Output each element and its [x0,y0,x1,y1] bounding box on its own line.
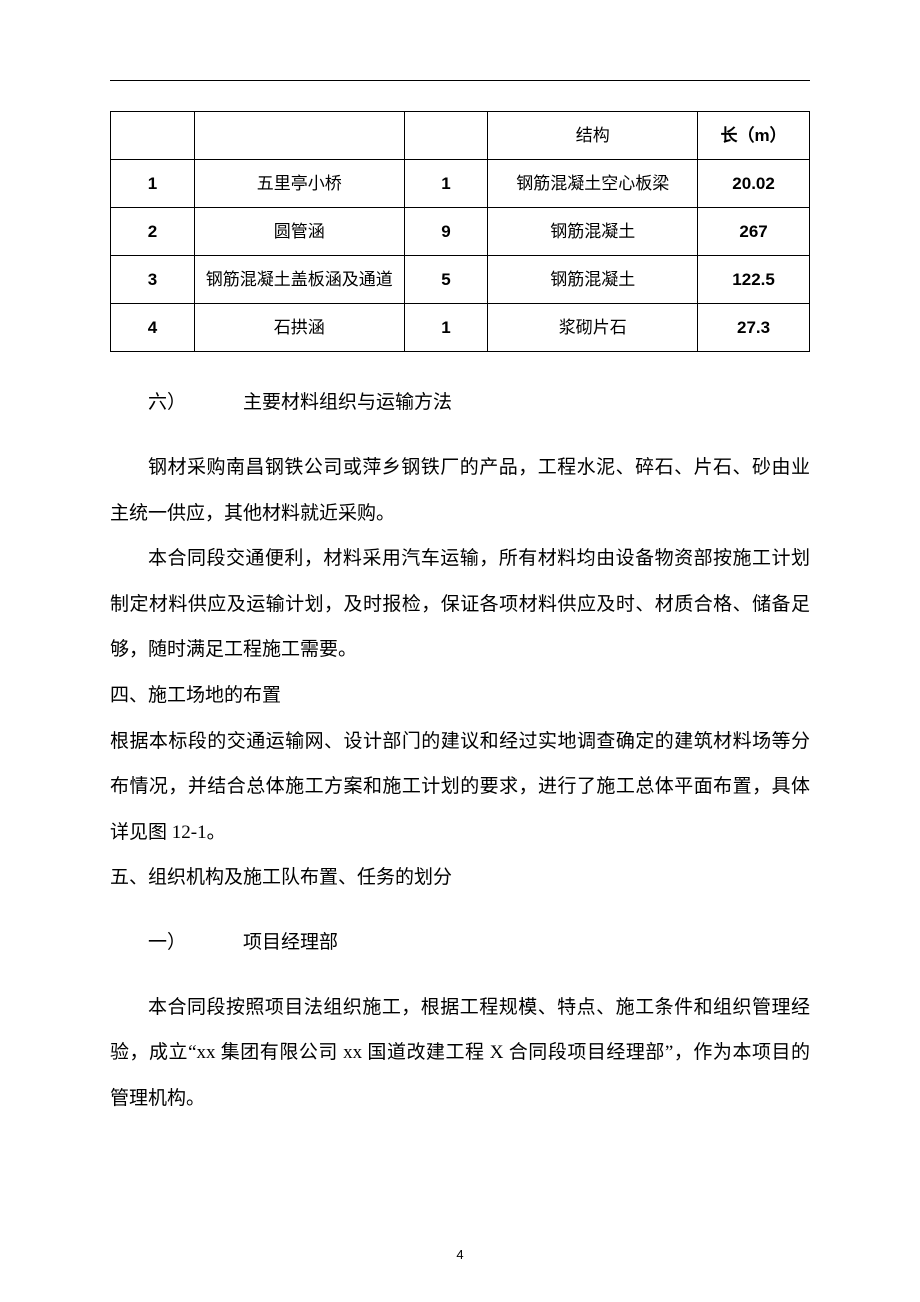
cell-name: 石拱涵 [194,304,404,352]
cell-struct: 浆砌片石 [488,304,698,352]
cell-num: 3 [111,256,195,304]
cell-empty [404,112,488,160]
cell-header-struct: 结构 [488,112,698,160]
cell-num: 4 [111,304,195,352]
subsection-six-label: 六） [148,392,186,413]
cell-name: 钢筋混凝土盖板涵及通道 [194,256,404,304]
subsection-six: 六） 主要材料组织与运输方法 [110,380,810,426]
cell-len: 20.02 [698,160,810,208]
horizontal-rule [110,80,810,81]
cell-qty: 1 [404,304,488,352]
cell-struct: 钢筋混凝土 [488,208,698,256]
structures-table: 结构 长（m） 1 五里亭小桥 1 钢筋混凝土空心板梁 20.02 2 圆管涵 … [110,111,810,352]
cell-len: 267 [698,208,810,256]
cell-struct: 钢筋混凝土 [488,256,698,304]
cell-len: 27.3 [698,304,810,352]
cell-header-len: 长（m） [698,112,810,160]
paragraph: 本合同段交通便利，材料采用汽车运输，所有材料均由设备物资部按施工计划制定材料供应… [110,536,810,673]
cell-struct: 钢筋混凝土空心板梁 [488,160,698,208]
paragraph: 钢材采购南昌钢铁公司或萍乡钢铁厂的产品，工程水泥、碎石、片石、砂由业主统一供应，… [110,445,810,536]
table-row: 结构 长（m） [111,112,810,160]
page-number: 4 [0,1247,920,1262]
subsection-six-title: 主要材料组织与运输方法 [243,392,452,413]
cell-name: 圆管涵 [194,208,404,256]
table-row: 3 钢筋混凝土盖板涵及通道 5 钢筋混凝土 122.5 [111,256,810,304]
cell-empty [111,112,195,160]
heading-five: 五、组织机构及施工队布置、任务的划分 [110,855,810,901]
cell-num: 2 [111,208,195,256]
heading-four: 四、施工场地的布置 [110,673,810,719]
cell-len: 122.5 [698,256,810,304]
cell-qty: 9 [404,208,488,256]
table-row: 2 圆管涵 9 钢筋混凝土 267 [111,208,810,256]
subsection-one-label: 一） [148,932,186,953]
subsection-one-title: 项目经理部 [243,932,338,953]
table-row: 1 五里亭小桥 1 钢筋混凝土空心板梁 20.02 [111,160,810,208]
cell-num: 1 [111,160,195,208]
subsection-one: 一） 项目经理部 [110,920,810,966]
paragraph: 根据本标段的交通运输网、设计部门的建议和经过实地调查确定的建筑材料场等分布情况，… [110,719,810,856]
paragraph: 本合同段按照项目法组织施工，根据工程规模、特点、施工条件和组织管理经验，成立“x… [110,985,810,1122]
document-page: 结构 长（m） 1 五里亭小桥 1 钢筋混凝土空心板梁 20.02 2 圆管涵 … [0,0,920,1302]
cell-name: 五里亭小桥 [194,160,404,208]
table-row: 4 石拱涵 1 浆砌片石 27.3 [111,304,810,352]
cell-qty: 1 [404,160,488,208]
cell-empty [194,112,404,160]
cell-qty: 5 [404,256,488,304]
